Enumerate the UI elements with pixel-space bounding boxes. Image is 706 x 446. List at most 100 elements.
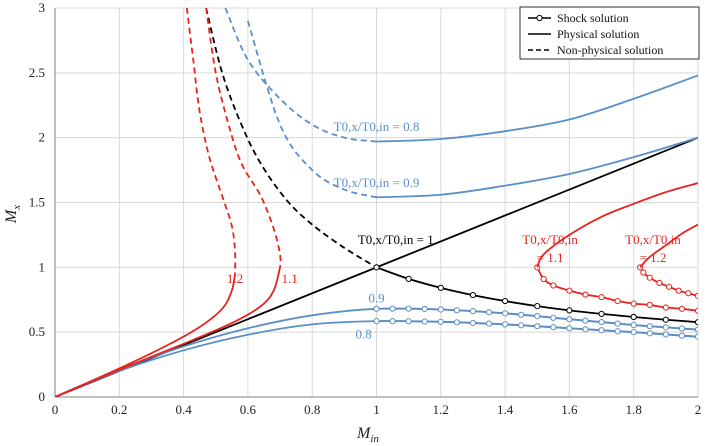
x-axis-title: Min bbox=[356, 425, 379, 445]
legend-label: Shock solution bbox=[557, 11, 629, 25]
data-point bbox=[421, 318, 428, 325]
series-line-0-9-non-physical bbox=[247, 20, 377, 199]
data-point bbox=[518, 311, 525, 318]
data-point bbox=[598, 327, 605, 334]
data-point bbox=[566, 325, 573, 332]
data-point bbox=[582, 291, 589, 298]
data-point bbox=[373, 264, 380, 271]
y-tick-label: 2.5 bbox=[29, 65, 45, 80]
data-point bbox=[614, 328, 621, 335]
data-point bbox=[582, 326, 589, 333]
x-tick-label: 1.6 bbox=[561, 402, 578, 417]
data-point bbox=[405, 305, 412, 312]
y-tick-label: 2 bbox=[39, 130, 46, 145]
data-point bbox=[630, 300, 637, 307]
legend-label: Physical solution bbox=[557, 27, 639, 41]
data-point bbox=[502, 310, 509, 317]
y-tick-label: 0 bbox=[39, 389, 46, 404]
data-point bbox=[534, 323, 541, 330]
data-point bbox=[662, 331, 669, 338]
data-point bbox=[694, 326, 698, 333]
x-tick-label: 1.2 bbox=[433, 402, 449, 417]
data-point bbox=[469, 319, 477, 327]
data-point bbox=[630, 321, 637, 329]
x-tick-label: 0.8 bbox=[304, 402, 320, 417]
data-point bbox=[453, 307, 460, 314]
data-point bbox=[662, 316, 669, 323]
data-point bbox=[662, 324, 669, 331]
data-point bbox=[437, 318, 444, 325]
data-point bbox=[373, 318, 380, 325]
data-point bbox=[437, 306, 444, 313]
series-line-t0x-t0in-1-non-physical bbox=[205, 8, 377, 269]
x-tick-label: 0.2 bbox=[111, 402, 127, 417]
axes bbox=[54, 8, 698, 398]
data-point bbox=[540, 275, 547, 283]
data-point bbox=[694, 319, 698, 326]
data-point bbox=[453, 319, 460, 326]
data-point bbox=[598, 318, 605, 326]
data-point bbox=[389, 305, 396, 312]
y-tick-label: 0.5 bbox=[29, 324, 45, 339]
y-tick-label: 1 bbox=[39, 259, 46, 274]
data-point bbox=[614, 297, 621, 305]
series-line-0-8-upper-physical bbox=[376, 74, 698, 143]
x-tick-label: 2 bbox=[695, 402, 702, 417]
data-point bbox=[598, 294, 605, 301]
annotation-label: = 1.2 bbox=[640, 250, 667, 265]
data-point bbox=[485, 309, 493, 316]
legend-marker bbox=[536, 14, 543, 22]
data-point bbox=[373, 305, 380, 312]
data-point bbox=[405, 318, 412, 325]
series-line-1-1-non-physical bbox=[205, 8, 282, 268]
data-point bbox=[656, 279, 663, 286]
data-point bbox=[614, 320, 621, 327]
data-point bbox=[582, 317, 589, 324]
x-tick-label: 0 bbox=[52, 402, 59, 417]
tick-labels: 0 0.2 0.4 0.6 0.8 1 1.2 1.4 1.6 1.8 2 0 0.5 1 1.5 2 2.5 3 bbox=[29, 0, 702, 417]
data-point bbox=[469, 291, 477, 299]
data-point bbox=[646, 301, 653, 309]
y-tick-label: 1.5 bbox=[29, 195, 45, 210]
series-line-1-1-physical bbox=[55, 267, 281, 397]
series-line-1-2-upper-physical bbox=[639, 223, 698, 268]
data-point bbox=[534, 303, 541, 310]
data-point bbox=[421, 305, 428, 313]
legend-box bbox=[519, 6, 700, 60]
data-point bbox=[694, 333, 698, 340]
data-point bbox=[437, 284, 444, 291]
legend-label: Non-physical solution bbox=[557, 43, 663, 57]
data-point bbox=[550, 324, 557, 331]
y-tick-label: 3 bbox=[39, 0, 46, 15]
data-point bbox=[665, 283, 673, 290]
data-point bbox=[502, 321, 509, 328]
data-point bbox=[518, 322, 525, 329]
data-point bbox=[678, 305, 686, 312]
series-line-0-8-non-physical bbox=[224, 8, 377, 143]
x-tick-label: 0.6 bbox=[240, 402, 257, 417]
series-line-0-9-upper-physical bbox=[376, 136, 698, 199]
annotation-label: 0.8 bbox=[356, 327, 372, 342]
data-point bbox=[630, 313, 637, 321]
data-point bbox=[598, 310, 605, 317]
data-point bbox=[678, 332, 686, 339]
x-tick-label: 1.4 bbox=[497, 402, 514, 417]
series-line-1-1-upper-physical bbox=[536, 182, 698, 268]
data-point bbox=[678, 325, 686, 332]
data-point bbox=[502, 297, 509, 305]
data-point bbox=[550, 282, 557, 289]
x-tick-label: 0.4 bbox=[175, 402, 192, 417]
annotations-layer: T0,x/T0,in = 0.8 T0,x/T0,in = 0.9 T0,x/T0,… bbox=[227, 119, 681, 341]
series-layer bbox=[55, 8, 698, 397]
data-point bbox=[550, 314, 557, 321]
y-axis-subscript: x bbox=[11, 205, 23, 211]
data-point bbox=[566, 316, 573, 323]
data-point bbox=[646, 330, 653, 337]
data-point bbox=[566, 307, 573, 314]
annotation-label: 1.1 bbox=[282, 271, 298, 286]
data-point bbox=[566, 287, 573, 294]
data-point bbox=[485, 320, 493, 327]
annotation-label: T0,x/T0,in = 0.8 bbox=[334, 119, 420, 134]
data-point bbox=[662, 304, 669, 311]
